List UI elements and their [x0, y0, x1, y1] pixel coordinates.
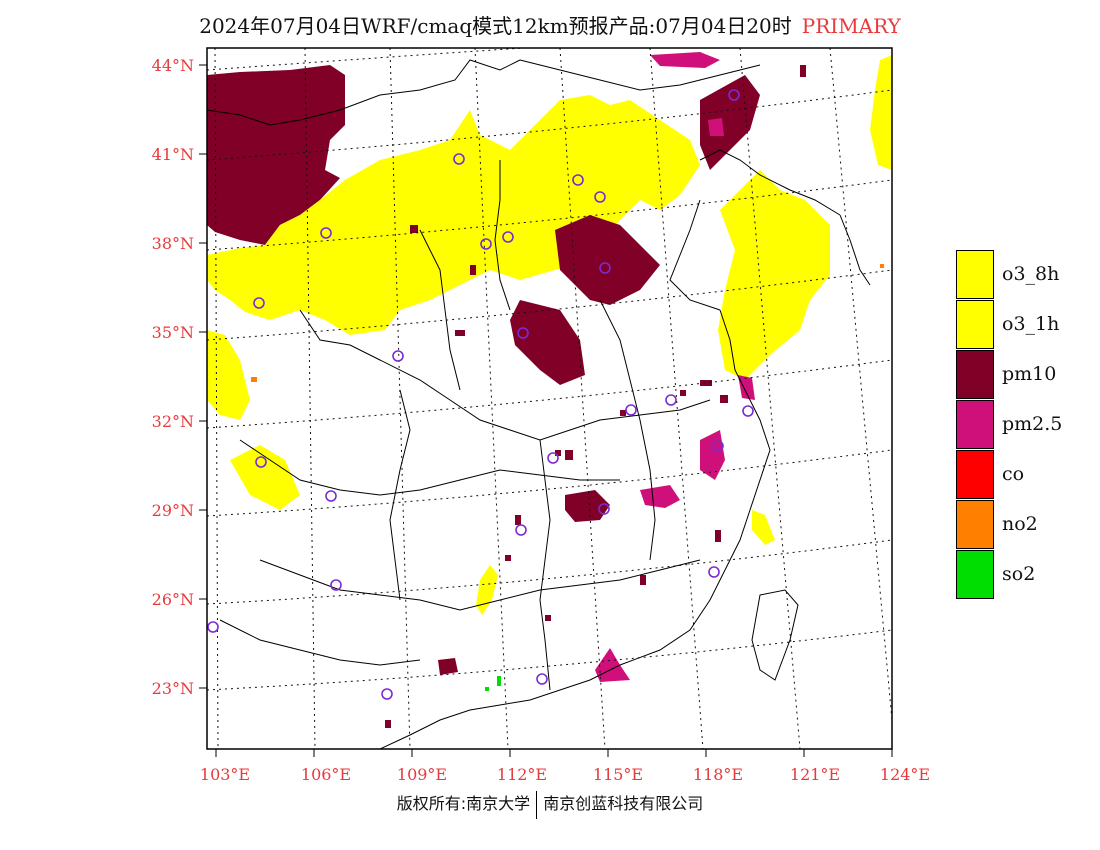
pm10-region-east-blob [565, 490, 610, 522]
legend-label-co: co [1002, 463, 1025, 485]
lat-label-38: 38°N [152, 234, 194, 253]
graticule [207, 48, 892, 749]
lon-label-112: 112°E [497, 765, 547, 784]
legend-item-co: co [956, 449, 1086, 499]
legend-item-o3-1h: o3_1h [956, 299, 1086, 349]
legend-swatch-co [956, 449, 994, 499]
legend-label-pm25: pm2.5 [1002, 413, 1063, 435]
legend-label-o3-1h: o3_1h [1002, 313, 1060, 335]
legend-swatch-so2 [956, 549, 994, 599]
legend-item-no2: no2 [956, 499, 1086, 549]
o3-region-west-strip [207, 330, 250, 420]
lat-label-35: 35°N [152, 323, 194, 342]
map-frame [206, 47, 893, 750]
pm10-region-central [555, 215, 660, 305]
legend-label-so2: so2 [1002, 563, 1036, 585]
station-markers [207, 89, 754, 700]
legend-item-so2: so2 [956, 549, 1086, 599]
pm10-region-northwest [207, 65, 345, 245]
map-plot-area [207, 48, 892, 749]
lon-label-121: 121°E [790, 765, 840, 784]
legend-swatch-o3-1h [956, 299, 994, 349]
legend-item-pm10: pm10 [956, 349, 1086, 399]
o3-region-south [476, 565, 498, 615]
footer-separator [536, 790, 538, 819]
lat-label-41: 41°N [152, 145, 194, 164]
pm25-region-jiangsu [700, 430, 725, 480]
so2-speckles [485, 676, 501, 691]
legend-label-no2: no2 [1002, 513, 1038, 535]
legend-item-pm25: pm2.5 [956, 399, 1086, 449]
lat-label-23: 23°N [152, 679, 194, 698]
pm25-region-lower-yangtze [738, 375, 755, 400]
lon-label-103: 103°E [200, 765, 250, 784]
lon-label-124: 124°E [880, 765, 930, 784]
axis-ticks [199, 64, 893, 757]
lat-label-29: 29°N [152, 501, 194, 520]
legend: o3_8h o3_1h pm10 pm2.5 co no2 so2 [956, 249, 1086, 599]
copyright-footer: 版权所有:南京大学 南京创蓝科技有限公司 [0, 790, 1100, 819]
pm10-region-guangdong [438, 658, 458, 675]
longitude-labels: 103°E 106°E 109°E 112°E 115°E 118°E 121°… [200, 765, 930, 784]
map-title-tag: PRIMARY [801, 14, 901, 38]
lat-label-26: 26°N [152, 590, 194, 609]
latitude-labels: 44°N 41°N 38°N 35°N 32°N 29°N 26°N 23°N [152, 56, 194, 698]
legend-label-pm10: pm10 [1002, 363, 1057, 385]
legend-swatch-pm10 [956, 349, 994, 399]
boundary-lines [207, 59, 871, 749]
legend-item-o3-8h: o3_8h [956, 249, 1086, 299]
o3-region-southwest [230, 445, 300, 510]
o3-region-northeast [870, 55, 892, 170]
pm10-region-northeast [700, 75, 760, 170]
o3-region-fujian-coast [752, 510, 775, 545]
legend-swatch-no2 [956, 499, 994, 549]
copyright-left: 版权所有:南京大学 [396, 794, 531, 813]
pm10-speckles [385, 65, 806, 728]
lon-label-118: 118°E [693, 765, 743, 784]
pm25-region-zhejiang [640, 485, 680, 508]
lat-label-32: 32°N [152, 412, 194, 431]
lon-label-109: 109°E [397, 765, 447, 784]
pm10-region-henan [510, 300, 585, 385]
o3-region-north-band [207, 95, 700, 335]
lon-label-115: 115°E [593, 765, 643, 784]
pm25-region-bohai [708, 118, 724, 136]
legend-swatch-o3-8h [956, 249, 994, 299]
lon-label-106: 106°E [301, 765, 351, 784]
pm25-region-north [650, 52, 720, 68]
no2-speckles [251, 264, 884, 382]
legend-swatch-pm25 [956, 399, 994, 449]
copyright-right: 南京创蓝科技有限公司 [543, 794, 704, 813]
o3-region-east [718, 170, 830, 380]
lat-label-44: 44°N [152, 56, 194, 75]
legend-label-o3-8h: o3_8h [1002, 263, 1060, 285]
map-title: 2024年07月04日WRF/cmaq模式12km预报产品:07月04日20时 P… [0, 10, 1100, 39]
map-title-main: 2024年07月04日WRF/cmaq模式12km预报产品:07月04日20时 [199, 14, 792, 38]
